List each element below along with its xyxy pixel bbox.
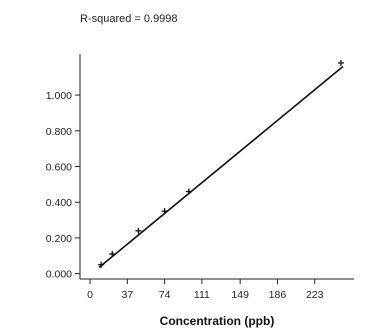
- x-tick-label: 149: [231, 289, 249, 301]
- data-point: [98, 261, 105, 268]
- fit-line: [98, 65, 344, 269]
- data-point: [185, 188, 192, 195]
- y-tick-label: 1.000: [46, 90, 72, 102]
- y-ticks: 0.000 0.200 0.400 0.600 0.800 1.000: [46, 90, 80, 281]
- x-tick-label: 37: [122, 289, 134, 301]
- r-squared-annotation: R-squared = 0.9998: [80, 13, 178, 25]
- y-tick-label: 0.600: [46, 162, 72, 174]
- data-point: [109, 251, 116, 257]
- data-point: [135, 227, 142, 234]
- y-tick-label: 0.200: [46, 233, 72, 245]
- data-points: [98, 59, 344, 268]
- x-ticks: 0 37 74 111 149 186 223: [87, 279, 324, 301]
- x-axis-label: Concentration (ppb): [160, 314, 275, 328]
- x-tick-label: 186: [269, 289, 287, 301]
- y-tick-label: 0.000: [46, 269, 72, 281]
- y-tick-label: 0.800: [46, 126, 72, 138]
- y-tick-label: 0.400: [46, 197, 72, 209]
- x-tick-label: 74: [159, 289, 171, 301]
- x-tick-label: 0: [87, 289, 93, 301]
- data-point: [337, 59, 344, 66]
- data-point: [161, 208, 168, 215]
- x-tick-label: 223: [306, 289, 324, 301]
- x-tick-label: 111: [194, 289, 210, 301]
- fit-line-group: [98, 65, 344, 269]
